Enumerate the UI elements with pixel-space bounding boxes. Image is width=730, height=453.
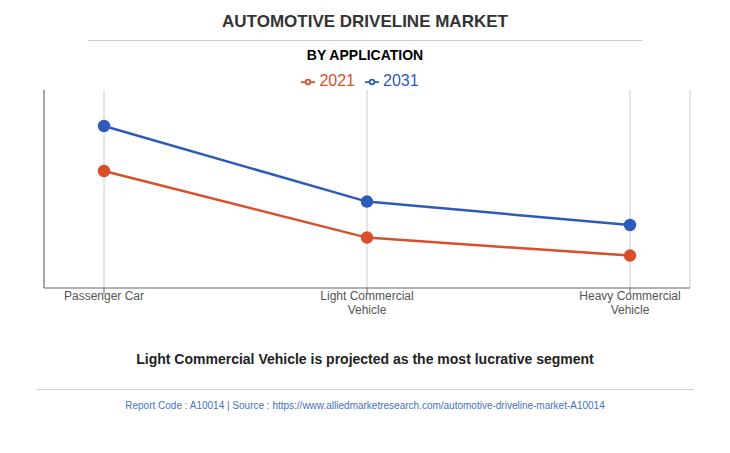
- html-text:AUTOMOTIVE DRIVELINE MARKET: AUTOMOTIVE DRIVELINE MARKET: [222, 12, 508, 31]
- svg-text:Passenger Car: Passenger Car: [64, 289, 144, 303]
- html-text:Light Commercial Vehicle is pr: Light Commercial Vehicle is projected as…: [136, 351, 594, 367]
- html-text:Report Code : A10014 | Source: Report Code : A10014 | Source : https://…: [125, 400, 605, 411]
- html-text:2031: 2031: [383, 72, 419, 89]
- svg-text:Heavy CommercialVehicle: Heavy CommercialVehicle: [579, 289, 680, 317]
- html-text:BY APPLICATION: BY APPLICATION: [306, 47, 424, 63]
- html-text:2021: 2021: [319, 72, 355, 89]
- svg-text:Light CommercialVehicle: Light CommercialVehicle: [320, 289, 413, 317]
